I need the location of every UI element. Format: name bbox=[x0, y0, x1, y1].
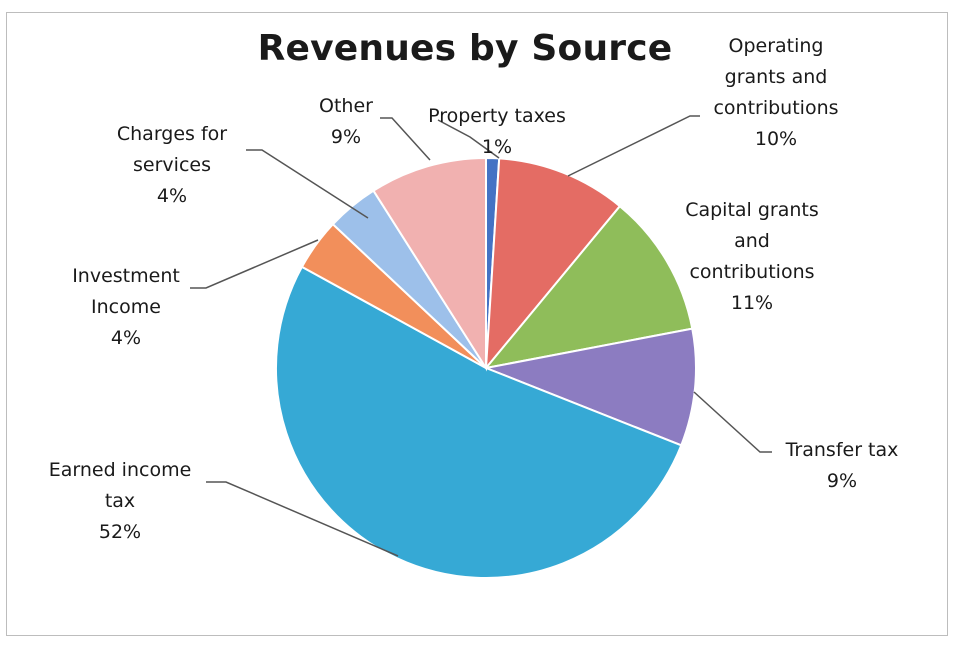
slice-label-2: Capital grants and contributions 11% bbox=[685, 199, 819, 314]
slice-name-line-4-1: tax bbox=[105, 490, 135, 512]
pie-slice-3 bbox=[482, 327, 697, 447]
slice-label-0: Property taxes 1% bbox=[428, 105, 566, 158]
slice-value-label-6: 4% bbox=[157, 185, 187, 207]
slice-name-line-7-0: Other bbox=[319, 95, 373, 117]
slice-name-line-1-1: grants and bbox=[725, 66, 828, 88]
pie-slices bbox=[275, 156, 697, 580]
slice-label-4: Earned income tax 52% bbox=[49, 459, 192, 543]
slice-label-5: Investment Income 4% bbox=[72, 265, 180, 349]
chart-title: Revenues by Source bbox=[257, 28, 673, 69]
slice-label-6: Charges for services 4% bbox=[117, 123, 227, 207]
leader-line-0 bbox=[437, 119, 500, 159]
slice-value-label-2: 11% bbox=[731, 292, 773, 314]
slice-name-line-1-2: contributions bbox=[713, 97, 838, 119]
leader-line-1 bbox=[567, 115, 700, 177]
slice-name-line-3-0: Transfer tax bbox=[785, 439, 899, 461]
slice-labels: Property taxes 1% Operating grants and contr… bbox=[49, 35, 899, 543]
pie-slice-4 bbox=[275, 265, 683, 580]
leader-line-4 bbox=[206, 481, 399, 557]
slice-name-line-6-0: Charges for bbox=[117, 123, 227, 145]
slice-value-label-4: 52% bbox=[99, 521, 141, 543]
slice-name-line-2-0: Capital grants bbox=[685, 199, 819, 221]
slice-name-line-1-0: Operating bbox=[729, 35, 824, 57]
slice-name-line-5-0: Investment bbox=[72, 265, 180, 287]
slice-value-label-3: 9% bbox=[827, 470, 857, 492]
pie-slice-7 bbox=[372, 156, 487, 372]
slice-label-1: Operating grants and contributions 10% bbox=[713, 35, 838, 150]
pie-slice-2 bbox=[483, 204, 694, 370]
slice-name-line-5-1: Income bbox=[91, 296, 161, 318]
leader-lines bbox=[190, 115, 772, 557]
leader-line-6 bbox=[246, 149, 369, 219]
leader-line-3 bbox=[693, 391, 772, 453]
slice-name-line-2-1: and bbox=[734, 230, 770, 252]
slice-value-label-1: 10% bbox=[755, 128, 797, 150]
slice-value-label-0: 1% bbox=[482, 136, 512, 158]
slice-value-label-5: 4% bbox=[111, 327, 141, 349]
leader-line-7 bbox=[380, 117, 431, 161]
slice-label-7: Other 9% bbox=[319, 95, 373, 148]
slice-name-line-4-0: Earned income bbox=[49, 459, 192, 481]
slice-name-line-2-2: contributions bbox=[689, 261, 814, 283]
slice-name-line-6-1: services bbox=[133, 154, 211, 176]
slice-name-line-0-0: Property taxes bbox=[428, 105, 566, 127]
slice-value-label-7: 9% bbox=[331, 126, 361, 148]
pie-slice-1 bbox=[484, 157, 622, 372]
slice-label-3: Transfer tax 9% bbox=[785, 439, 899, 492]
leader-line-5 bbox=[190, 239, 319, 289]
